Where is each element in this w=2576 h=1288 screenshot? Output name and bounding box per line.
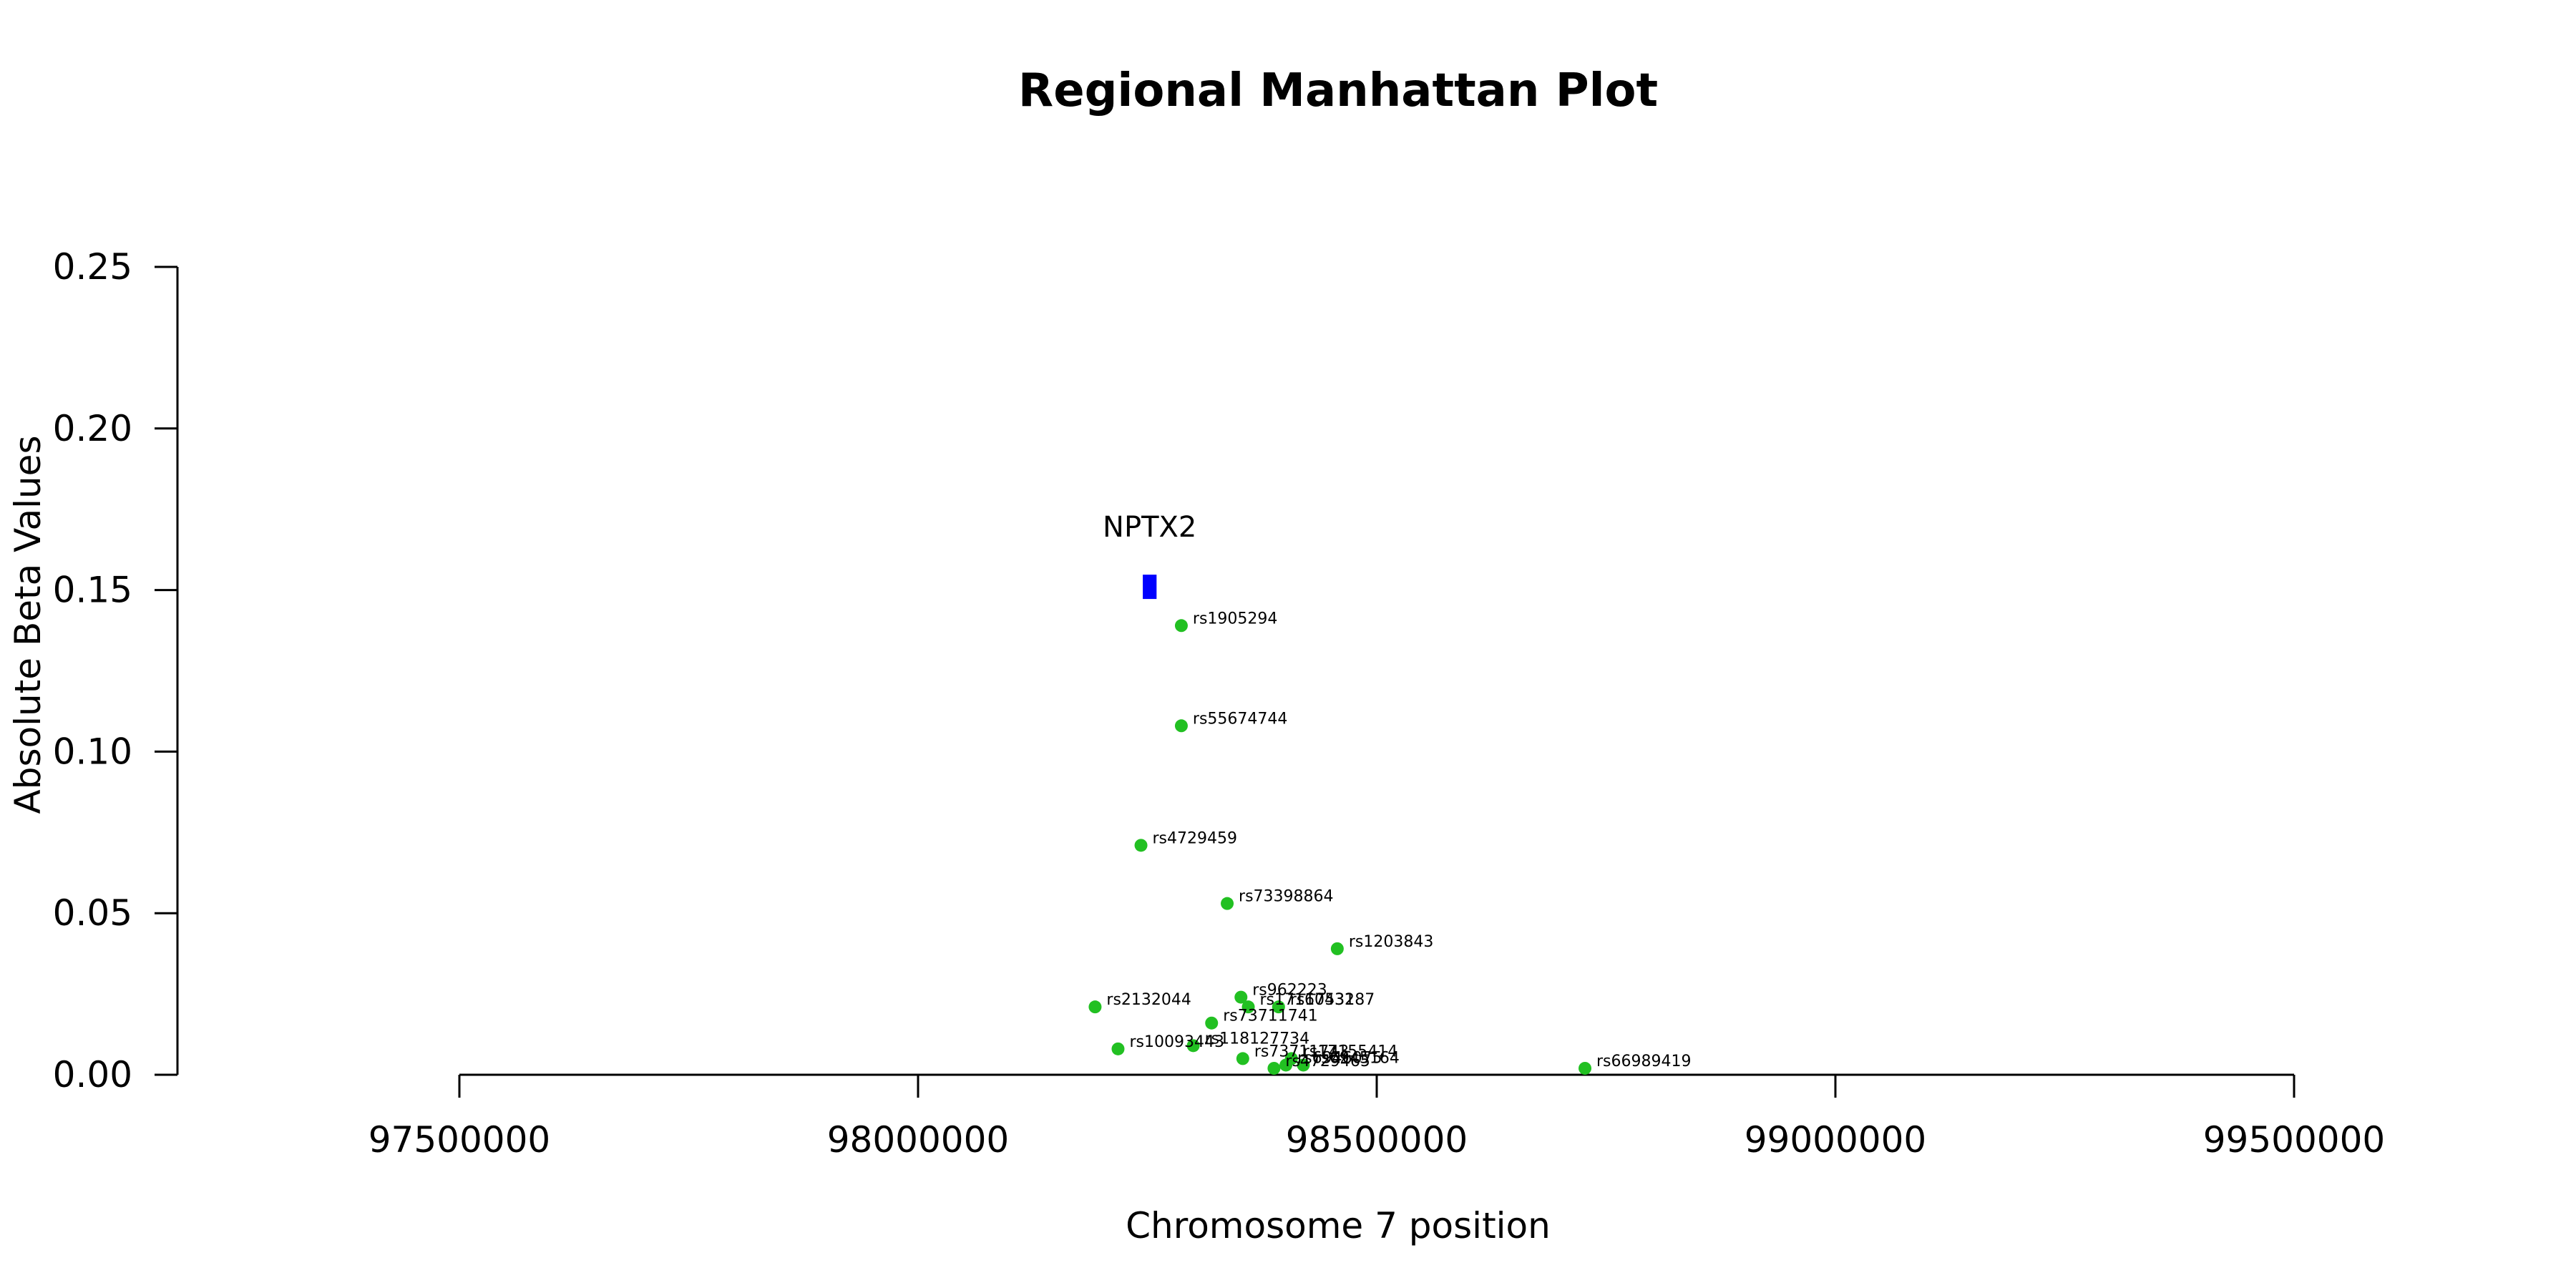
snp-label: rs66989419 <box>1596 1053 1691 1070</box>
y-tick-label: 0.20 <box>53 408 132 449</box>
x-axis: 97500000 98000000 98500000 99000000 99500000 <box>369 1073 2386 1161</box>
snp-label: rs17160432 <box>1260 991 1355 1009</box>
snp-label: rs962223 <box>1252 982 1327 1000</box>
snp-label: rs118127734 <box>1205 1030 1309 1048</box>
snp-point <box>1111 1042 1125 1055</box>
snp-label: rs1203843 <box>1349 933 1434 951</box>
snp-points <box>1088 619 1592 1075</box>
snp-point <box>1279 1058 1293 1072</box>
snp-label: rs1753187 <box>1290 991 1375 1009</box>
x-tick-label: 99000000 <box>1745 1119 1927 1161</box>
snp-point <box>1272 1000 1285 1014</box>
chart-title: Regional Manhattan Plot <box>1018 64 1658 117</box>
snp-point <box>1174 619 1188 633</box>
y-tick-label: 0.05 <box>53 892 132 934</box>
snp-label: rs73711743 <box>1254 1043 1349 1060</box>
snp-label: rs4729465 <box>1285 1053 1370 1070</box>
snp-point <box>1088 1000 1102 1014</box>
x-axis-label: Chromosome 7 position <box>1126 1205 1551 1246</box>
y-tick-label: 0.10 <box>53 731 132 772</box>
gene-layer: NPTX2 <box>1103 511 1196 600</box>
x-tick-label: 97500000 <box>369 1119 551 1161</box>
snp-label: rs6946075 <box>1297 1049 1382 1067</box>
x-tick-label: 98500000 <box>1286 1119 1468 1161</box>
y-tick-label: 0.25 <box>53 246 132 288</box>
snp-point <box>1174 719 1188 733</box>
snp-point <box>1579 1061 1592 1075</box>
snp-label: rs6945164 <box>1314 1049 1400 1067</box>
y-tick-label: 0.15 <box>53 570 132 611</box>
snp-label: rs2132044 <box>1106 991 1191 1009</box>
gene-label: NPTX2 <box>1103 511 1196 544</box>
snp-point <box>1221 897 1234 910</box>
x-tick-label: 98000000 <box>827 1119 1010 1161</box>
snp-label: rs73711741 <box>1223 1008 1317 1025</box>
snp-point <box>1330 942 1344 955</box>
snp-point <box>1297 1058 1310 1072</box>
snp-label: rs10093443 <box>1129 1033 1224 1051</box>
snp-point <box>1241 1000 1255 1014</box>
snp-label: rs73398864 <box>1239 888 1333 906</box>
snp-point <box>1236 1052 1249 1065</box>
snp-label: rs55674744 <box>1193 710 1287 728</box>
y-tick-label: 0.00 <box>53 1054 132 1096</box>
snp-label: rs17155414 <box>1303 1043 1397 1060</box>
y-axis-label: Absolute Beta Values <box>7 436 49 814</box>
snp-point <box>1186 1039 1200 1053</box>
snp-point <box>1267 1061 1281 1075</box>
snp-point <box>1234 990 1248 1004</box>
snp-labels: rs1905294 rs55674744 rs4729459 rs73398864 rs… <box>1106 610 1691 1070</box>
snp-label: rs4729459 <box>1153 829 1238 847</box>
snp-point <box>1205 1016 1219 1030</box>
snp-label: rs1905294 <box>1193 610 1278 628</box>
y-axis: 0.00 0.05 0.10 0.15 0.20 0.25 <box>53 246 179 1096</box>
gene-nptx2 <box>1143 575 1157 600</box>
x-tick-label: 99500000 <box>2203 1119 2386 1161</box>
snp-point <box>1134 839 1148 852</box>
